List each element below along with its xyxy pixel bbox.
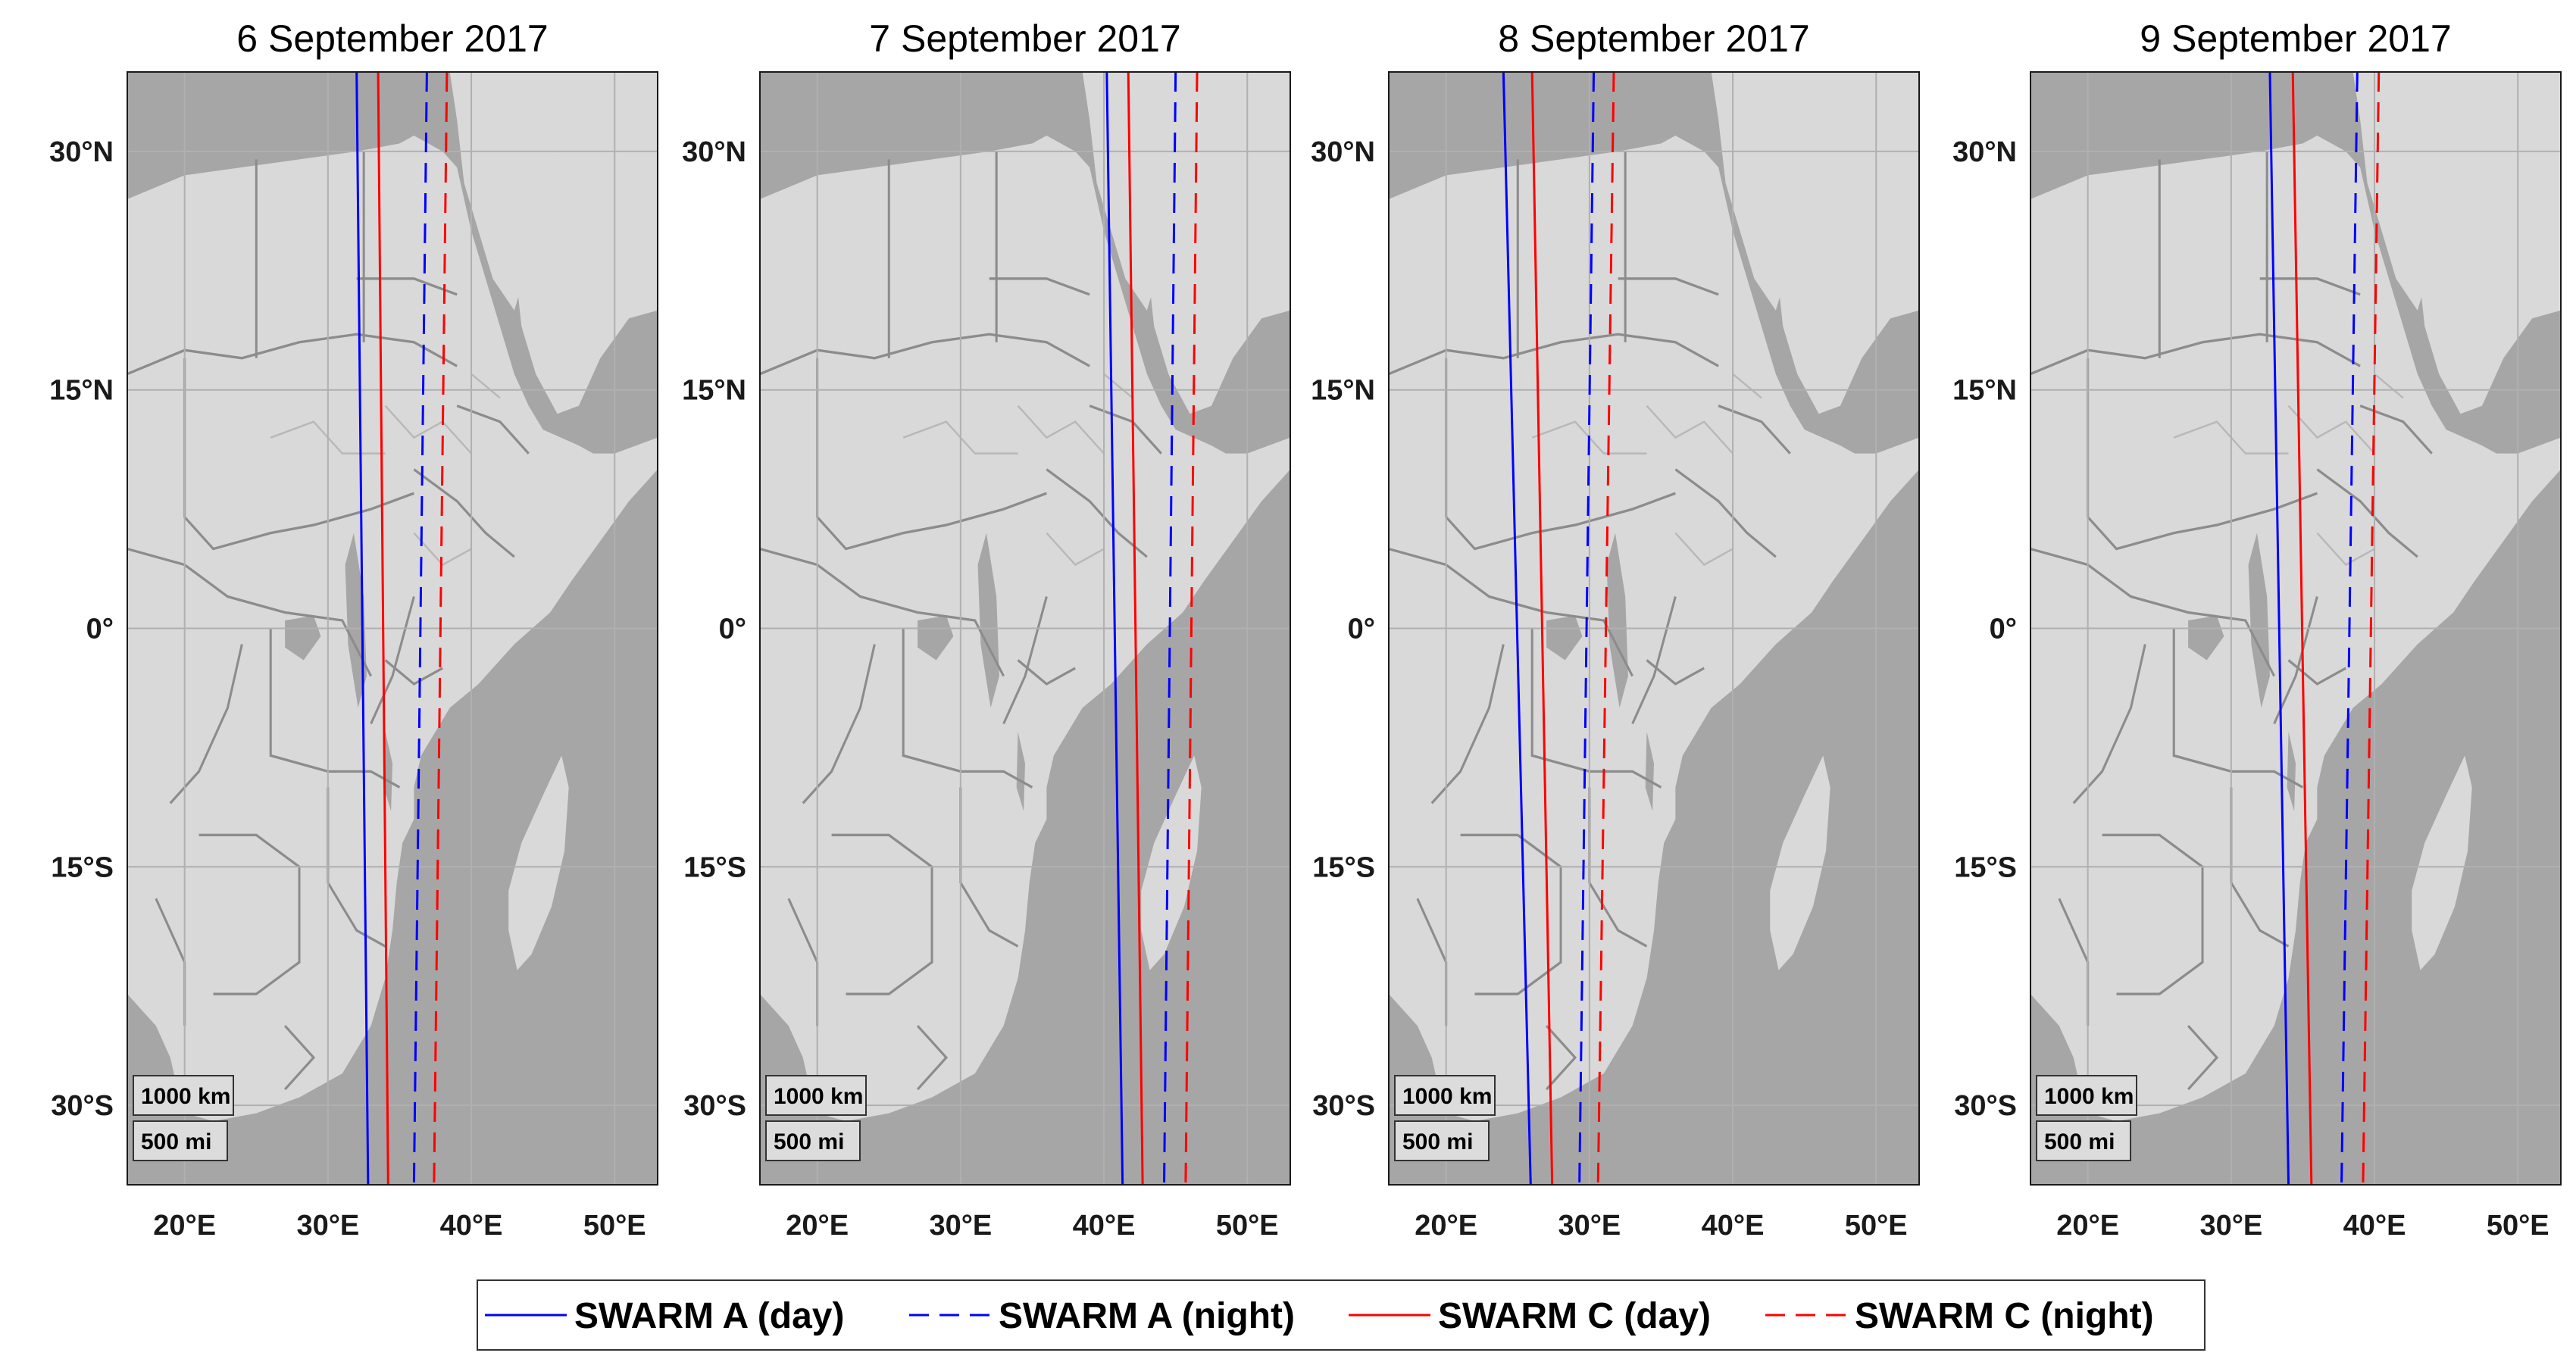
lon-tick-label: 30°E <box>1558 1210 1621 1242</box>
lon-tick-label: 50°E <box>1216 1210 1279 1242</box>
lon-tick-label: 30°E <box>2199 1210 2262 1242</box>
panel-title: 8 September 2017 <box>1498 17 1809 60</box>
lon-tick-label: 50°E <box>2487 1210 2549 1242</box>
scale-bar-mi-label: 500 mi <box>2044 1129 2115 1154</box>
map-panel-4: 9 September 2017 1000 km 500 mi 20°E 30°E 40°… <box>1952 17 2562 1242</box>
track-swarm-a-night <box>2340 71 2359 1186</box>
scale-bar-km-box <box>765 1075 867 1116</box>
map-panel-2: 7 September 2017 1000 km 500 mi 20°E 30°E 40°… <box>682 17 1291 1242</box>
scale-bar-km-label: 1000 km <box>141 1084 230 1109</box>
scale-bar-mi-label: 500 mi <box>141 1129 211 1154</box>
lon-tick-label: 20°E <box>1415 1210 1477 1242</box>
graticule <box>1389 72 1919 1185</box>
scale-bar-km-box <box>133 1075 234 1116</box>
scale-bar-mi-box <box>133 1120 228 1161</box>
legend-box <box>477 1279 2206 1351</box>
scale-bar: 1000 km 500 mi <box>133 1075 234 1161</box>
panel-title: 7 September 2017 <box>869 17 1180 60</box>
map-panel-3: 8 September 2017 1000 km 500 mi 20°E 30°E 40°… <box>1311 17 1920 1242</box>
lat-tick-label: 15°S <box>1312 851 1375 883</box>
track-swarm-a-night <box>1163 71 1177 1186</box>
legend-label-swarm-c-night: SWARM C (night) <box>1855 1296 2154 1336</box>
lat-tick-label: 15°N <box>1952 375 2017 407</box>
lat-tick-label: 30°N <box>1311 136 1375 168</box>
lat-tick-label: 15°N <box>49 375 114 407</box>
map-panel-1: 6 September 2017 1000 km 500 mi 20°E 30°E 40°… <box>49 17 658 1242</box>
track-swarm-a-day <box>1502 71 1532 1186</box>
track-swarm-a-night <box>412 71 428 1186</box>
track-swarm-c-night <box>433 71 449 1186</box>
scale-bar-mi-label: 500 mi <box>774 1129 844 1154</box>
map-frame <box>759 71 1291 1186</box>
track-swarm-c-day <box>1127 71 1144 1186</box>
map-frame <box>127 71 658 1186</box>
lat-tick-label: 30°S <box>1312 1090 1375 1122</box>
track-swarm-c-day <box>377 71 389 1186</box>
scale-bar-km-box <box>1394 1075 1496 1116</box>
track-swarm-a-day <box>2268 71 2290 1186</box>
lat-tick-label: 15°S <box>51 851 114 883</box>
legend-label-swarm-a-day: SWARM A (day) <box>574 1296 844 1336</box>
graticule <box>127 72 658 1185</box>
legend-label-swarm-c-day: SWARM C (day) <box>1438 1296 1711 1336</box>
lat-tick-label: 15°N <box>1311 375 1375 407</box>
legend-label-swarm-a-night: SWARM A (night) <box>999 1296 1295 1336</box>
track-swarm-c-night <box>1184 71 1199 1186</box>
lat-tick-label: 30°S <box>683 1090 746 1122</box>
lon-tick-label: 50°E <box>1845 1210 1908 1242</box>
graticule <box>2030 72 2561 1185</box>
scale-bar: 1000 km 500 mi <box>2036 1075 2137 1161</box>
track-swarm-c-night <box>1596 71 1615 1186</box>
scale-bar-km-label: 1000 km <box>774 1084 863 1109</box>
map-frame <box>2030 71 2562 1186</box>
legend: SWARM A (day) SWARM A (night) SWARM C (day… <box>477 1279 2206 1351</box>
lat-tick-label: 30°N <box>682 136 746 168</box>
scale-bar-km-label: 1000 km <box>1402 1084 1492 1109</box>
track-swarm-c-day <box>1530 71 1554 1186</box>
panel-title: 9 September 2017 <box>2140 17 2451 60</box>
lat-tick-label: 0° <box>719 614 746 645</box>
track-swarm-c-night <box>2362 71 2381 1186</box>
scale-bar-mi-label: 500 mi <box>1402 1129 1473 1154</box>
scale-bar-mi-box <box>1394 1120 1490 1161</box>
lat-tick-label: 30°N <box>49 136 114 168</box>
lon-tick-label: 30°E <box>296 1210 359 1242</box>
lon-tick-label: 40°E <box>1073 1210 1136 1242</box>
graticule <box>760 72 1290 1185</box>
lon-tick-label: 40°E <box>1702 1210 1765 1242</box>
scale-bar-km-box <box>2036 1075 2137 1116</box>
scale-bar-mi-box <box>765 1120 861 1161</box>
lat-tick-label: 0° <box>1348 614 1375 645</box>
scale-bar-km-label: 1000 km <box>2044 1084 2134 1109</box>
lat-tick-label: 15°N <box>682 375 746 407</box>
scale-bar: 1000 km 500 mi <box>765 1075 867 1161</box>
lat-tick-label: 30°S <box>1954 1090 2017 1122</box>
map-frame <box>1388 71 1920 1186</box>
lat-tick-label: 0° <box>86 614 114 645</box>
panel-title: 6 September 2017 <box>236 17 548 60</box>
lat-tick-label: 0° <box>1990 614 2017 645</box>
lon-tick-label: 20°E <box>153 1210 216 1242</box>
lon-tick-label: 50°E <box>583 1210 646 1242</box>
lon-tick-label: 20°E <box>786 1210 849 1242</box>
lat-tick-label: 30°N <box>1952 136 2017 168</box>
lon-tick-label: 30°E <box>929 1210 992 1242</box>
lon-tick-label: 40°E <box>2343 1210 2406 1242</box>
lon-tick-label: 40°E <box>440 1210 503 1242</box>
lat-tick-label: 15°S <box>1954 851 2017 883</box>
track-swarm-a-day <box>1105 71 1124 1186</box>
track-swarm-a-night <box>1578 71 1596 1186</box>
lat-tick-label: 15°S <box>683 851 746 883</box>
track-swarm-a-day <box>355 71 370 1186</box>
track-swarm-c-day <box>2291 71 2313 1186</box>
scale-bar: 1000 km 500 mi <box>1394 1075 1496 1161</box>
lat-tick-label: 30°S <box>51 1090 114 1122</box>
lon-tick-label: 20°E <box>2056 1210 2119 1242</box>
scale-bar-mi-box <box>2036 1120 2131 1161</box>
